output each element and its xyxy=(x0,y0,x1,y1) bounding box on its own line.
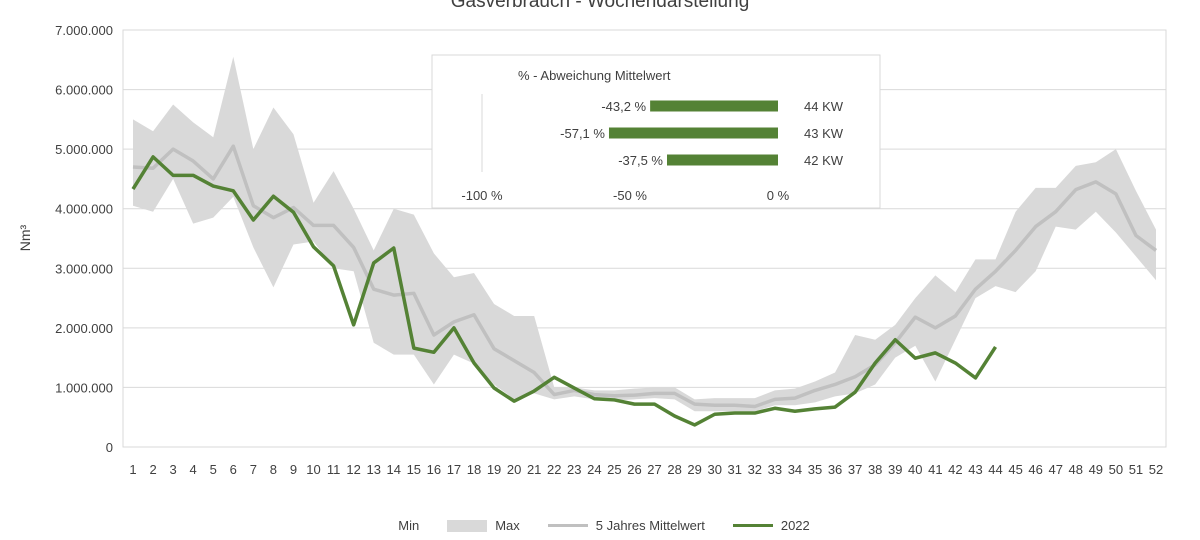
x-tick-label: 35 xyxy=(808,462,822,477)
x-tick-label: 31 xyxy=(728,462,742,477)
inset-x-tick: -100 % xyxy=(461,188,503,203)
inset-x-tick: -50 % xyxy=(613,188,647,203)
x-tick-label: 3 xyxy=(170,462,177,477)
x-tick-label: 30 xyxy=(707,462,721,477)
x-tick-label: 6 xyxy=(230,462,237,477)
y-tick-label: 6.000.000 xyxy=(55,83,113,98)
x-tick-label: 37 xyxy=(848,462,862,477)
x-tick-label: 9 xyxy=(290,462,297,477)
legend: Min Max 5 Jahres Mittelwert 2022 xyxy=(0,518,1200,533)
x-tick-label: 11 xyxy=(327,462,341,477)
x-tick-label: 8 xyxy=(270,462,277,477)
x-tick-label: 43 xyxy=(968,462,982,477)
x-tick-label: 14 xyxy=(387,462,401,477)
x-tick-label: 36 xyxy=(828,462,842,477)
inset-bar-label: -57,1 % xyxy=(560,126,605,141)
inset-bar xyxy=(667,154,778,166)
x-tick-label: 45 xyxy=(1008,462,1022,477)
x-tick-label: 10 xyxy=(306,462,320,477)
max-min-band xyxy=(133,56,1156,412)
x-tick-label: 23 xyxy=(567,462,581,477)
x-tick-label: 22 xyxy=(547,462,561,477)
inset-category-label: 44 KW xyxy=(804,99,844,114)
x-tick-label: 7 xyxy=(250,462,257,477)
x-tick-label: 38 xyxy=(868,462,882,477)
y-tick-label: 5.000.000 xyxy=(55,142,113,157)
x-tick-label: 39 xyxy=(888,462,902,477)
x-tick-label: 32 xyxy=(748,462,762,477)
inset-x-tick: 0 % xyxy=(767,188,790,203)
x-tick-label: 27 xyxy=(647,462,661,477)
inset-bar xyxy=(608,127,778,139)
x-tick-label: 12 xyxy=(346,462,360,477)
x-tick-label: 20 xyxy=(507,462,521,477)
line-2022 xyxy=(131,155,997,427)
legend-item-max: Max xyxy=(447,518,520,533)
x-tick-label: 24 xyxy=(587,462,601,477)
x-tick-label: 34 xyxy=(788,462,802,477)
x-tick-label: 18 xyxy=(467,462,481,477)
inset-category-label: 43 KW xyxy=(804,126,844,141)
y-tick-label: 4.000.000 xyxy=(55,202,113,217)
x-tick-label: 5 xyxy=(210,462,217,477)
x-tick-label: 33 xyxy=(768,462,782,477)
y-tick-label: 2.000.000 xyxy=(55,321,113,336)
x-tick-label: 44 xyxy=(988,462,1002,477)
legend-swatch-max xyxy=(447,519,488,532)
x-tick-label: 21 xyxy=(527,462,541,477)
inset-bar xyxy=(650,100,778,112)
x-tick-label: 51 xyxy=(1129,462,1143,477)
legend-swatch-2022 xyxy=(732,524,773,527)
legend-item-mean: 5 Jahres Mittelwert xyxy=(547,518,705,533)
x-tick-label: 28 xyxy=(667,462,681,477)
x-tick-label: 41 xyxy=(928,462,942,477)
x-tick-label: 13 xyxy=(366,462,380,477)
x-tick-label: 48 xyxy=(1069,462,1083,477)
x-tick-label: 50 xyxy=(1109,462,1123,477)
legend-label: Max xyxy=(495,518,520,533)
x-tick-label: 19 xyxy=(487,462,501,477)
x-tick-label: 1 xyxy=(129,462,136,477)
x-tick-label: 40 xyxy=(908,462,922,477)
x-tick-label: 17 xyxy=(447,462,461,477)
legend-label: 2022 xyxy=(780,518,810,533)
legend-swatch-mean xyxy=(547,524,588,527)
y-tick-label: 3.000.000 xyxy=(55,261,113,276)
x-tick-label: 26 xyxy=(627,462,641,477)
x-tick-label: 2 xyxy=(149,462,156,477)
legend-item-min: Min xyxy=(390,518,419,533)
y-tick-label: 0 xyxy=(106,440,113,455)
inset-bar-label: -37,5 % xyxy=(618,153,663,168)
legend-label: Min xyxy=(398,518,420,533)
inset-category-label: 42 KW xyxy=(804,153,844,168)
inset-title: % - Abweichung Mittelwert xyxy=(518,68,671,83)
x-tick-label: 46 xyxy=(1028,462,1042,477)
y-tick-label: 1.000.000 xyxy=(55,380,113,395)
legend-label: 5 Jahres Mittelwert xyxy=(595,518,705,533)
x-tick-label: 4 xyxy=(190,462,197,477)
legend-item-2022: 2022 xyxy=(732,518,810,533)
x-tick-label: 47 xyxy=(1048,462,1062,477)
inset-chart: % - Abweichung Mittelwert -100 % -50 % 0 % -… xyxy=(431,54,881,209)
chart-title: Gasverbrauch - Wochendarstellung xyxy=(450,0,750,12)
inset-bar-label: -43,2 % xyxy=(601,99,646,114)
x-tick-label: 29 xyxy=(687,462,701,477)
x-tick-label: 52 xyxy=(1149,462,1163,477)
x-tick-label: 25 xyxy=(607,462,621,477)
y-tick-label: 7.000.000 xyxy=(55,23,113,38)
x-tick-label: 15 xyxy=(407,462,421,477)
x-tick-label: 16 xyxy=(427,462,441,477)
x-tick-label: 49 xyxy=(1089,462,1103,477)
mean-line xyxy=(132,144,1158,409)
x-tick-label: 42 xyxy=(948,462,962,477)
